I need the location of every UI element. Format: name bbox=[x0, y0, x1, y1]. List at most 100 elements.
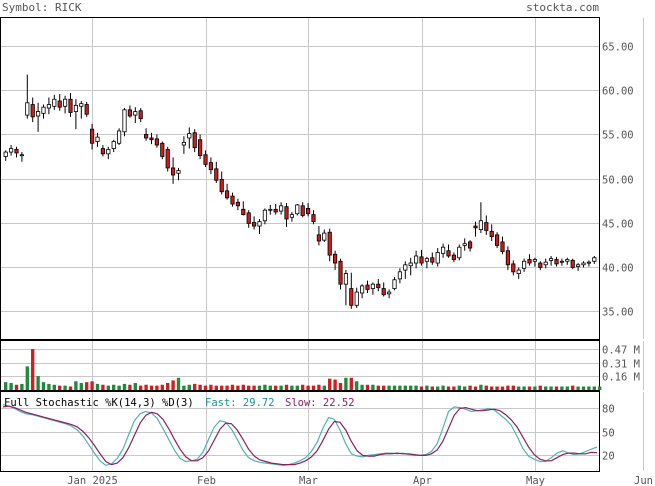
candle-body bbox=[36, 111, 41, 117]
volume-bar bbox=[409, 385, 413, 390]
volume-bar bbox=[58, 385, 62, 390]
candle-body bbox=[95, 136, 100, 142]
volume-bar bbox=[565, 386, 569, 390]
candle-body bbox=[208, 162, 213, 171]
candle-body bbox=[559, 260, 564, 263]
volume-bar bbox=[538, 385, 542, 390]
volume-bar bbox=[436, 386, 440, 390]
volume-bar bbox=[279, 385, 283, 390]
volume-bar bbox=[360, 384, 364, 390]
volume-bar bbox=[441, 385, 445, 390]
volume-bar bbox=[214, 385, 218, 390]
candle-body bbox=[273, 208, 278, 213]
volume-bar bbox=[500, 386, 505, 390]
volume-bar bbox=[112, 384, 116, 390]
candle-body bbox=[235, 201, 240, 207]
volume-bar bbox=[144, 384, 148, 390]
candle-body bbox=[554, 259, 559, 265]
volume-bar bbox=[193, 383, 197, 390]
candle-body bbox=[527, 259, 532, 264]
volume-bar bbox=[241, 384, 245, 390]
candle-body bbox=[144, 134, 149, 139]
candle-body bbox=[122, 109, 127, 133]
volume-bar bbox=[52, 384, 56, 390]
volume-bar bbox=[252, 385, 256, 390]
candle-body bbox=[257, 221, 262, 227]
volume-bar bbox=[128, 384, 132, 390]
volume-bar bbox=[257, 385, 262, 390]
candle-body bbox=[586, 261, 591, 264]
volume-bar bbox=[457, 385, 461, 390]
candle-body bbox=[543, 261, 548, 266]
candle-body bbox=[154, 138, 159, 146]
volume-bar bbox=[333, 379, 337, 390]
volume-bar bbox=[268, 385, 272, 390]
volume-bar bbox=[387, 385, 391, 390]
candle-body bbox=[73, 105, 78, 112]
candle-body bbox=[19, 154, 24, 157]
stochastic-tick-label: 50 bbox=[602, 428, 615, 440]
candle-body bbox=[279, 205, 284, 212]
candle-body bbox=[360, 285, 365, 294]
volume-bar bbox=[349, 377, 353, 390]
volume-bar bbox=[209, 384, 213, 390]
volume-bar bbox=[414, 385, 418, 390]
candle-body bbox=[14, 149, 19, 154]
x-tick-label: Mar bbox=[299, 475, 318, 486]
candle-body bbox=[203, 154, 208, 165]
candle-body bbox=[127, 109, 132, 117]
volume-bar bbox=[527, 386, 532, 390]
price-candles bbox=[3, 74, 597, 309]
candle-body bbox=[192, 132, 197, 149]
volume-bar bbox=[490, 386, 494, 390]
price-panel-frame bbox=[0, 17, 600, 340]
volume-tick-label: 0.47 M bbox=[602, 345, 640, 357]
candle-body bbox=[381, 288, 386, 296]
volume-bar bbox=[344, 377, 348, 390]
candle-body bbox=[538, 262, 543, 268]
candle-body bbox=[549, 258, 554, 261]
candle-body bbox=[176, 170, 181, 174]
grid bbox=[1, 18, 644, 471]
volume-bar bbox=[468, 385, 472, 390]
candle-body bbox=[581, 262, 586, 266]
price-tick-label: 60.00 bbox=[602, 86, 634, 98]
volume-bar bbox=[225, 385, 229, 390]
volume-bar bbox=[155, 385, 159, 390]
stochastic-slow-line bbox=[2, 405, 598, 466]
volume-bar bbox=[301, 384, 305, 390]
candle-body bbox=[349, 288, 354, 306]
candle-body bbox=[52, 98, 57, 107]
volume-bar bbox=[425, 385, 429, 390]
candle-body bbox=[478, 220, 483, 230]
volume-bar bbox=[598, 386, 602, 390]
symbol-label: Symbol: RICK bbox=[2, 1, 82, 14]
candle-body bbox=[430, 257, 435, 263]
candle-body bbox=[117, 130, 122, 144]
candle-body bbox=[489, 230, 494, 238]
volume-bar bbox=[41, 382, 46, 390]
candle-body bbox=[343, 273, 348, 285]
volume-bar bbox=[220, 385, 224, 390]
candle-body bbox=[262, 209, 267, 222]
volume-bar bbox=[371, 384, 375, 390]
candle-body bbox=[468, 241, 473, 249]
candle-body bbox=[516, 269, 521, 275]
volume-bar bbox=[581, 386, 586, 390]
volume-bar bbox=[263, 384, 267, 390]
volume-bar bbox=[592, 386, 596, 390]
candle-body bbox=[9, 148, 14, 153]
candle-body bbox=[495, 234, 500, 246]
candle-body bbox=[79, 103, 84, 107]
volume-bar bbox=[355, 381, 359, 390]
volume-bar bbox=[160, 384, 164, 390]
volume-bar bbox=[506, 385, 510, 390]
volume-bar bbox=[511, 385, 515, 390]
volume-bar bbox=[544, 386, 548, 390]
candle-body bbox=[322, 232, 327, 241]
candle-body bbox=[225, 190, 230, 199]
volume-bars bbox=[4, 348, 602, 390]
candle-body bbox=[387, 291, 392, 295]
candle-body bbox=[100, 148, 105, 155]
